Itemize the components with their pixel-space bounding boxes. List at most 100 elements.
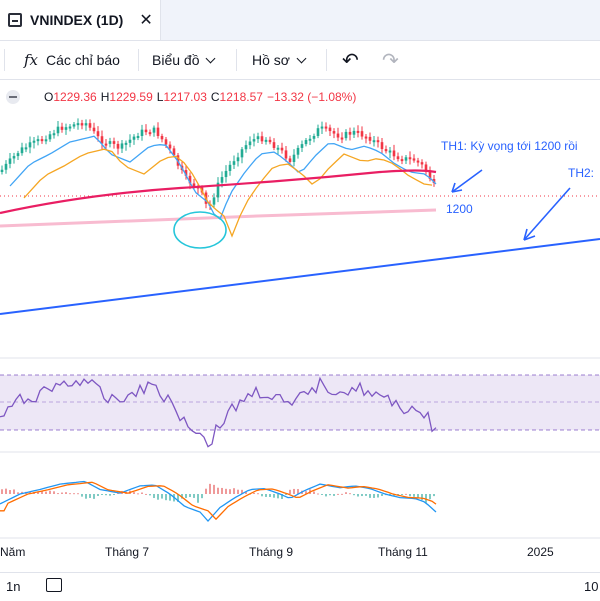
ohlc-high: H1229.59 xyxy=(101,90,157,104)
macd-bar xyxy=(221,487,223,494)
macd-bar xyxy=(193,494,195,498)
macd-bar xyxy=(105,494,107,496)
candle-body xyxy=(424,164,428,171)
collapse-legend-icon[interactable] xyxy=(6,90,20,104)
candle-body xyxy=(380,142,384,150)
macd-bar xyxy=(189,494,191,498)
tab-bar: VNINDEX (1D) ✕ xyxy=(0,0,600,41)
open-value: 1229.36 xyxy=(53,90,97,104)
high-label: H xyxy=(100,90,110,104)
candle-body xyxy=(372,140,376,143)
time-label: Tháng 7 xyxy=(105,545,149,559)
candle-body xyxy=(80,123,84,126)
candle-body xyxy=(16,153,20,157)
low-value: 1217.03 xyxy=(163,90,207,104)
toolbar-divider xyxy=(4,49,5,71)
candle-body xyxy=(432,178,436,184)
candle-body xyxy=(240,149,244,158)
candle-body xyxy=(40,139,44,142)
time-label: Tháng 11 xyxy=(378,545,428,559)
macd-bar xyxy=(169,494,171,501)
macd-bar xyxy=(305,491,307,494)
candle-body xyxy=(20,147,24,154)
candle-body xyxy=(36,139,40,142)
profile-label: Hồ sơ xyxy=(252,52,290,68)
range-1y-button[interactable]: 1n xyxy=(6,579,21,594)
candle-body xyxy=(408,157,412,160)
fx-icon: fx xyxy=(24,51,39,69)
chart-type-button[interactable]: Biểu đồ xyxy=(152,41,216,79)
macd-bar xyxy=(405,493,407,495)
calendar-icon[interactable] xyxy=(46,578,62,592)
th2-annotation: TH2: xyxy=(568,166,594,180)
undo-button[interactable]: ↶ xyxy=(342,41,359,79)
candle-body xyxy=(188,175,192,184)
candle-body xyxy=(92,127,96,132)
candle-body xyxy=(76,123,80,126)
candle-body xyxy=(60,126,64,130)
candle-body xyxy=(324,126,328,129)
candle-body xyxy=(280,147,284,151)
candle-body xyxy=(264,139,268,142)
candle-body xyxy=(236,157,240,162)
macd-bar xyxy=(61,492,63,494)
candle-body xyxy=(304,140,308,145)
candle-body xyxy=(348,131,352,135)
candle-body xyxy=(0,169,4,172)
macd-bar xyxy=(53,491,55,494)
candle-body xyxy=(104,143,108,146)
low-label: L xyxy=(156,90,164,104)
redo-icon: ↷ xyxy=(382,49,399,72)
candle-body xyxy=(28,142,32,148)
ma-mid-line xyxy=(23,148,433,238)
candle-body xyxy=(128,139,132,143)
candle-body xyxy=(84,123,88,126)
macd-bar xyxy=(161,494,163,499)
price-change: −13.32 (−1.08%) xyxy=(266,90,357,104)
candle-body xyxy=(156,127,160,136)
macd-bar xyxy=(373,494,375,498)
indicators-label: Các chỉ báo xyxy=(46,52,120,68)
close-label: C xyxy=(210,90,220,104)
macd-bar xyxy=(141,492,143,494)
candle-body xyxy=(412,158,416,161)
macd-bar xyxy=(57,493,59,495)
time-label: 2025 xyxy=(527,545,554,559)
candle-body xyxy=(272,142,276,148)
candle-body xyxy=(376,140,380,143)
chart-tab-icon xyxy=(8,13,22,27)
time-label: Năm xyxy=(0,545,25,559)
profile-button[interactable]: Hồ sơ xyxy=(252,41,307,79)
macd-bar xyxy=(285,494,287,495)
macd-bar xyxy=(417,494,419,498)
candle-body xyxy=(184,170,188,176)
redo-button[interactable]: ↷ xyxy=(382,41,399,79)
candle-body xyxy=(344,131,348,139)
macd-bar xyxy=(77,493,79,495)
time-label: Tháng 9 xyxy=(249,545,293,559)
macd-bar xyxy=(201,494,203,499)
candle-body xyxy=(8,158,12,164)
trend-line xyxy=(0,238,600,315)
candle-body xyxy=(148,132,152,135)
macd-bar xyxy=(17,492,19,494)
candle-body xyxy=(360,131,364,137)
macd-bar xyxy=(349,493,351,495)
close-icon[interactable]: ✕ xyxy=(139,12,153,29)
macd-bar xyxy=(5,488,7,494)
macd-bar xyxy=(265,494,267,497)
candle-body xyxy=(140,129,144,136)
indicators-button[interactable]: fx Các chỉ báo xyxy=(24,41,120,79)
macd-bar xyxy=(197,494,199,503)
macd-bar xyxy=(409,494,411,497)
candle-body xyxy=(368,136,372,141)
open-label: O xyxy=(44,90,54,104)
macd-bar xyxy=(329,494,331,496)
macd-bar xyxy=(353,494,355,496)
candle-body xyxy=(48,134,52,140)
chart-tab[interactable]: VNINDEX (1D) ✕ xyxy=(0,0,161,40)
candle-body xyxy=(312,136,316,139)
ma-long-line xyxy=(0,169,437,215)
macd-bar xyxy=(213,484,215,494)
